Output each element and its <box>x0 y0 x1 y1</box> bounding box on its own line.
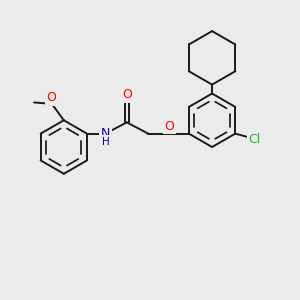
Text: O: O <box>46 91 56 104</box>
Text: Cl: Cl <box>248 133 261 146</box>
Text: O: O <box>165 120 175 133</box>
Text: O: O <box>122 88 132 101</box>
Text: N: N <box>101 127 110 140</box>
Text: H: H <box>101 137 109 147</box>
